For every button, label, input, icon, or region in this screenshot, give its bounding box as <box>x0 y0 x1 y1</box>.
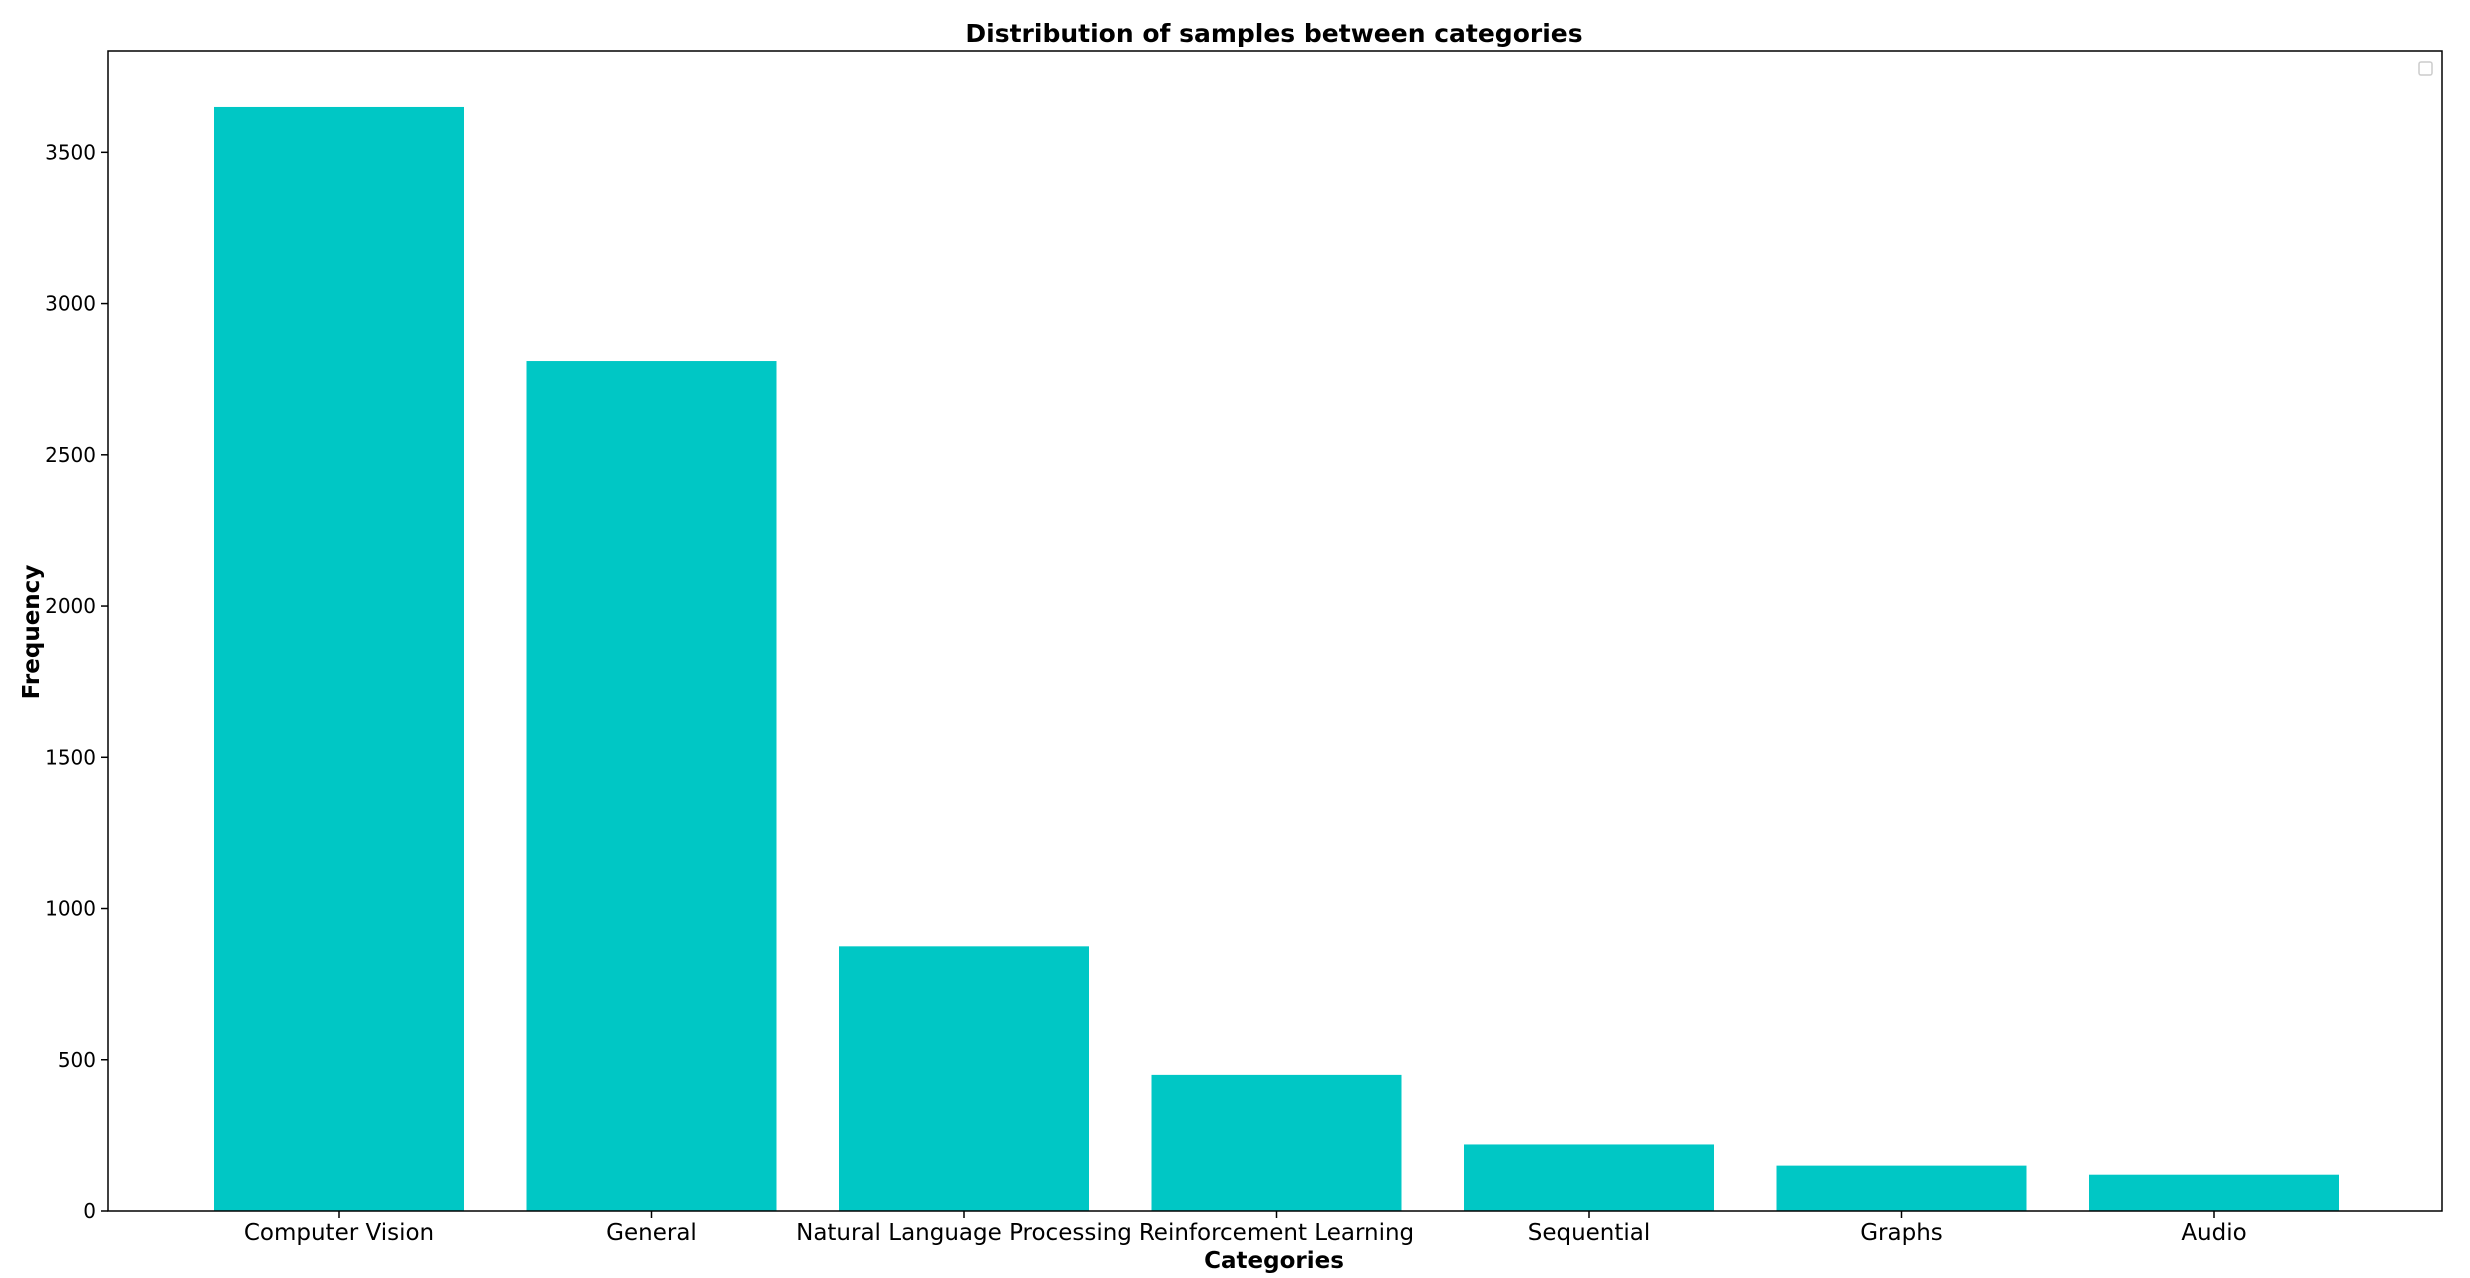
y-tick-label: 3000 <box>45 292 96 316</box>
x-axis-label: Categories <box>1204 1248 1344 1274</box>
y-tick-label: 2500 <box>45 443 96 467</box>
y-tick-label: 500 <box>58 1048 96 1072</box>
bar-reinforcement-learning <box>1151 1074 1402 1211</box>
legend-box <box>2418 61 2433 76</box>
x-tick-label: Sequential <box>1528 1220 1651 1246</box>
bars-group <box>214 106 2339 1212</box>
y-tick-label: 1000 <box>45 897 96 921</box>
bar-graphs <box>1776 1165 2027 1211</box>
bar-sequential <box>1464 1144 1714 1211</box>
bar-natural-language-processing <box>839 946 1089 1211</box>
bar-computer-vision <box>214 106 464 1212</box>
x-tick-label: Natural Language Processing <box>796 1220 1132 1246</box>
bar-general <box>526 361 777 1211</box>
x-tick-label: Graphs <box>1860 1220 1943 1246</box>
plot-frame <box>107 50 2443 1212</box>
y-tick-label: 0 <box>83 1199 96 1223</box>
y-tick-label: 2000 <box>45 594 96 618</box>
y-axis-ticks: 0 500 1000 1500 2000 2500 3000 3500 <box>45 140 108 1223</box>
x-tick-label: Reinforcement Learning <box>1139 1220 1414 1246</box>
y-tick-label: 3500 <box>45 140 96 164</box>
bar-audio <box>2089 1174 2339 1211</box>
y-axis-label: Frequency <box>19 565 45 700</box>
chart-title: Distribution of samples between categori… <box>965 19 1582 48</box>
x-tick-label: Computer Vision <box>244 1220 434 1246</box>
y-tick-label: 1500 <box>45 745 96 769</box>
x-axis-ticks: Computer Vision General Natural Language P… <box>244 1211 2247 1246</box>
x-tick-label: Audio <box>2181 1220 2246 1246</box>
x-tick-label: General <box>606 1220 697 1246</box>
